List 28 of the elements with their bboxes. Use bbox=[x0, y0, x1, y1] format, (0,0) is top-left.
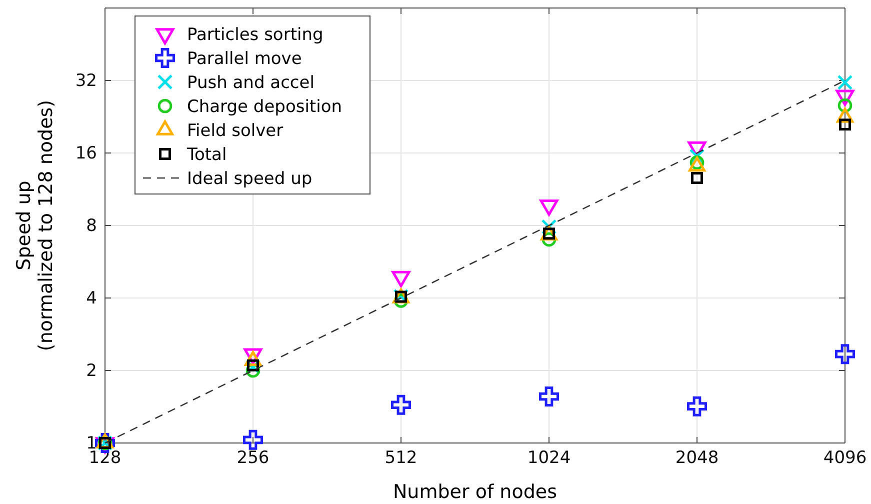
point bbox=[839, 118, 851, 131]
x-tick-label: 1024 bbox=[527, 448, 571, 468]
legend-label: Field solver bbox=[187, 121, 284, 141]
point bbox=[391, 394, 411, 415]
y-tick-label: 16 bbox=[75, 143, 97, 164]
legend-label: Ideal speed up bbox=[187, 169, 312, 189]
y-tick-label: 4 bbox=[86, 288, 97, 308]
point bbox=[539, 386, 559, 406]
legend-label: Parallel move bbox=[187, 49, 302, 69]
y-tick-label: 2 bbox=[86, 360, 97, 381]
point bbox=[691, 172, 703, 184]
y-tick-label: 8 bbox=[86, 216, 97, 236]
y-tick-label: 32 bbox=[75, 70, 97, 91]
point bbox=[835, 344, 855, 364]
point bbox=[837, 74, 853, 90]
legend-label: Charge deposition bbox=[187, 97, 342, 117]
x-tick-label: 2048 bbox=[675, 448, 719, 468]
x-tick-label: 512 bbox=[384, 448, 418, 468]
x-axis-title: Number of nodes bbox=[392, 481, 558, 503]
legend-label: Particles sorting bbox=[187, 25, 324, 45]
point bbox=[243, 430, 263, 450]
x-tick-label: 256 bbox=[236, 448, 270, 468]
legend-label: Total bbox=[186, 145, 227, 165]
y-axis-title: Speed up (normalized to 128 nodes) bbox=[13, 100, 57, 352]
point bbox=[247, 359, 259, 372]
point bbox=[687, 396, 707, 416]
x-tick-label: 4096 bbox=[823, 448, 867, 468]
legend-label: Push and accel bbox=[187, 73, 314, 93]
